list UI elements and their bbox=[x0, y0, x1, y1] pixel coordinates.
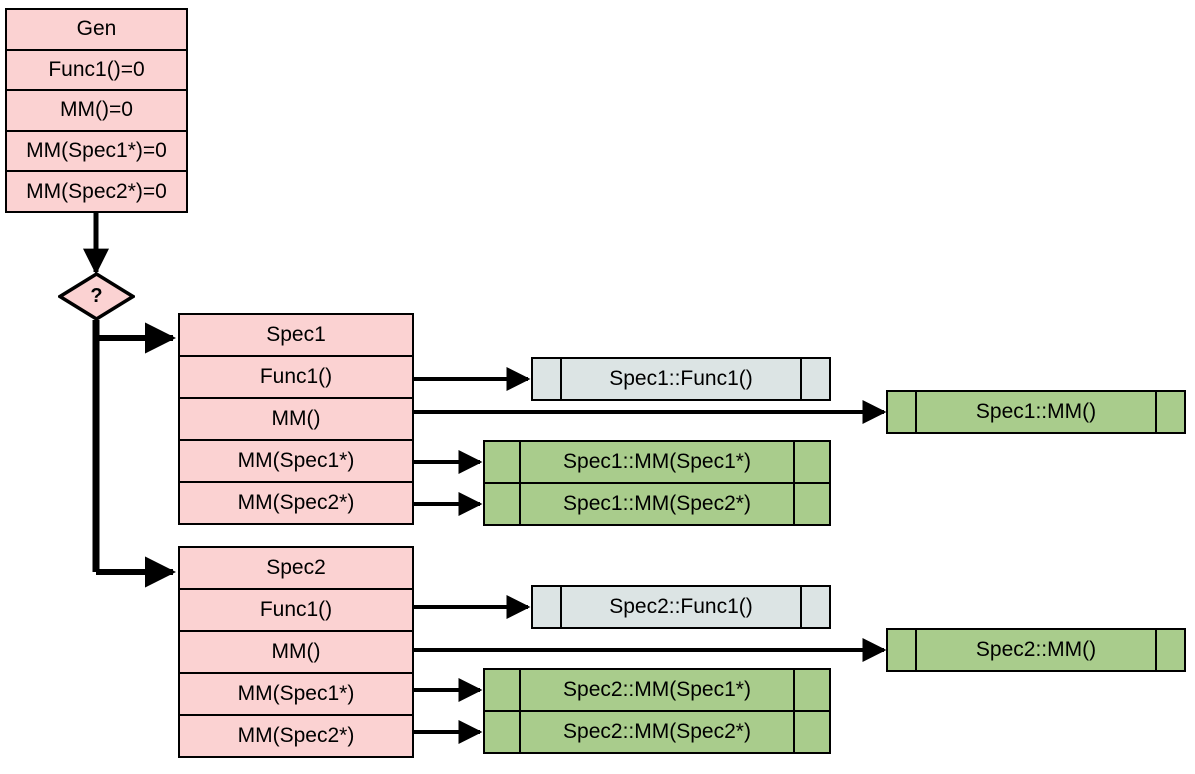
component-tab-right bbox=[800, 587, 829, 627]
component-tab-right bbox=[793, 670, 829, 710]
class-title-gen: Gen bbox=[7, 10, 186, 51]
diamond-shape bbox=[58, 272, 135, 321]
component-tab-left bbox=[888, 392, 917, 432]
class-member-row: Func1() bbox=[180, 590, 412, 632]
component-spec2-func1[interactable]: Spec2::Func1() bbox=[531, 585, 831, 629]
component-tab-left bbox=[533, 359, 562, 399]
class-title-spec2: Spec2 bbox=[180, 548, 412, 590]
component-label: Spec1::Func1() bbox=[562, 359, 800, 399]
decision-diamond[interactable]: ? bbox=[58, 272, 135, 321]
class-member-row: MM(Spec2*) bbox=[180, 716, 412, 756]
component-spec1-mm[interactable]: Spec1::MM() bbox=[886, 390, 1186, 434]
component-spec2-mm[interactable]: Spec2::MM() bbox=[886, 628, 1186, 672]
component-label: Spec1::MM(Spec2*) bbox=[521, 484, 793, 524]
component-tab-right bbox=[1155, 630, 1184, 670]
component-tab-left bbox=[485, 712, 521, 752]
class-box-spec1[interactable]: Spec1 Func1() MM() MM(Spec1*) MM(Spec2*) bbox=[178, 313, 414, 525]
component-tab-left bbox=[533, 587, 562, 627]
component-spec1-func1[interactable]: Spec1::Func1() bbox=[531, 357, 831, 401]
class-member-row: Func1() bbox=[180, 357, 412, 399]
class-member-row: MM() bbox=[180, 632, 412, 674]
component-tab-left bbox=[485, 484, 521, 524]
class-box-spec2[interactable]: Spec2 Func1() MM() MM(Spec1*) MM(Spec2*) bbox=[178, 546, 414, 758]
component-tab-left bbox=[888, 630, 917, 670]
class-member-row: MM(Spec1*) bbox=[180, 441, 412, 483]
component-label: Spec1::MM(Spec1*) bbox=[521, 442, 793, 482]
class-member-row: MM() bbox=[180, 399, 412, 441]
class-title-spec1: Spec1 bbox=[180, 315, 412, 357]
class-member-row: MM(Spec1*) bbox=[180, 674, 412, 716]
component-spec1-mm-spec1[interactable]: Spec1::MM(Spec1*) bbox=[483, 440, 831, 484]
class-member-row: MM(Spec2*) bbox=[180, 483, 412, 523]
class-member-row: Func1()=0 bbox=[7, 50, 186, 92]
component-label: Spec2::MM() bbox=[917, 630, 1155, 670]
decision-label: ? bbox=[90, 285, 103, 307]
component-tab-right bbox=[793, 712, 829, 752]
component-tab-right bbox=[793, 442, 829, 482]
class-member-row: MM()=0 bbox=[7, 91, 186, 132]
component-label: Spec2::Func1() bbox=[562, 587, 800, 627]
component-spec2-mm-spec1[interactable]: Spec2::MM(Spec1*) bbox=[483, 668, 831, 712]
class-box-gen[interactable]: Gen Func1()=0 MM()=0 MM(Spec1*)=0 MM(Spe… bbox=[5, 8, 188, 213]
class-member-row: MM(Spec1*)=0 bbox=[7, 131, 186, 173]
component-tab-right bbox=[1155, 392, 1184, 432]
component-tab-right bbox=[793, 484, 829, 524]
component-label: Spec1::MM() bbox=[917, 392, 1155, 432]
component-tab-right bbox=[800, 359, 829, 399]
component-label: Spec2::MM(Spec2*) bbox=[521, 712, 793, 752]
class-member-row: MM(Spec2*)=0 bbox=[7, 172, 186, 211]
component-spec1-mm-spec2[interactable]: Spec1::MM(Spec2*) bbox=[483, 482, 831, 526]
component-label: Spec2::MM(Spec1*) bbox=[521, 670, 793, 710]
component-tab-left bbox=[485, 670, 521, 710]
component-spec2-mm-spec2[interactable]: Spec2::MM(Spec2*) bbox=[483, 710, 831, 754]
component-tab-left bbox=[485, 442, 521, 482]
